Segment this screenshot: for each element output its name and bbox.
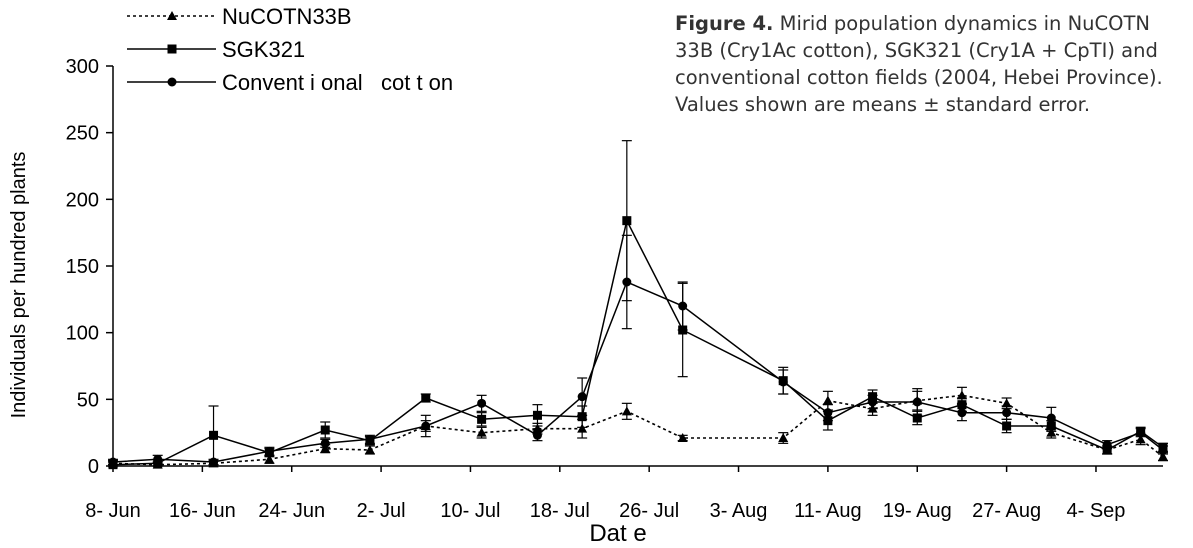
data-point xyxy=(577,392,587,402)
legend: NuCOTN33B SGK321 Convent i onal cot t on xyxy=(127,4,453,95)
data-point xyxy=(365,434,375,444)
series-line xyxy=(112,281,1164,463)
data-point xyxy=(477,414,487,424)
data-point xyxy=(912,413,922,423)
data-point xyxy=(677,433,688,442)
data-point xyxy=(822,395,833,405)
x-tick-label: 27- Aug xyxy=(972,500,1041,522)
data-point xyxy=(153,454,163,464)
legend-label: Convent i onal cot t on xyxy=(222,70,453,95)
x-tick-label: 4- Sep xyxy=(1067,500,1126,522)
data-point xyxy=(320,438,330,448)
legend-label: SGK321 xyxy=(222,37,305,62)
data-point xyxy=(264,454,275,464)
data-point xyxy=(1158,445,1168,455)
data-point xyxy=(1046,413,1056,423)
data-point xyxy=(957,408,967,418)
series-line xyxy=(112,218,1164,466)
y-ticks: 0 50 100 150 200 250 300 xyxy=(66,56,113,478)
x-ticks: 8- Jun 16- Jun 24- Jun 2- Jul 10- Jul 18- Jul… xyxy=(85,466,1125,522)
x-tick-label: 26- Jul xyxy=(619,500,679,522)
data-point xyxy=(1102,440,1112,450)
data-point xyxy=(1002,421,1012,431)
data-point xyxy=(823,408,833,418)
y-tick-label: 300 xyxy=(66,56,99,78)
y-tick-label: 150 xyxy=(66,256,99,278)
data-point xyxy=(1102,445,1112,455)
series-triangle xyxy=(108,386,1168,469)
data-point xyxy=(621,406,632,416)
figure-label: Figure 4. xyxy=(675,12,774,35)
data-point xyxy=(678,301,688,311)
data-point xyxy=(108,457,118,467)
y-tick-label: 0 xyxy=(88,456,99,478)
data-point xyxy=(622,216,632,226)
data-point xyxy=(778,433,789,442)
data-point xyxy=(912,397,922,407)
data-point xyxy=(320,443,331,453)
legend-label: NuCOTN33B xyxy=(222,4,352,29)
x-tick-label: 24- Jun xyxy=(258,500,325,522)
x-tick-label: 18- Jul xyxy=(530,500,590,522)
x-tick-label: 3- Aug xyxy=(710,500,768,522)
data-point xyxy=(1046,427,1057,437)
data-point xyxy=(1002,408,1012,418)
legend-marker xyxy=(167,44,177,54)
data-point xyxy=(622,277,632,287)
data-point xyxy=(209,457,219,467)
x-tick-label: 8- Jun xyxy=(85,500,141,522)
data-point xyxy=(577,412,587,422)
legend-marker xyxy=(167,77,177,87)
data-point xyxy=(209,430,219,440)
x-tick-label: 16- Jun xyxy=(169,500,236,522)
x-tick-label: 10- Jul xyxy=(440,500,500,522)
figure-caption: Figure 4. Mirid population dynamics in N… xyxy=(675,10,1185,118)
series-circle xyxy=(108,234,1168,467)
y-tick-label: 100 xyxy=(66,323,99,345)
y-tick-label: 50 xyxy=(77,389,99,411)
x-tick-label: 19- Aug xyxy=(883,500,952,522)
data-point xyxy=(532,430,542,440)
x-tick-label: 2- Jul xyxy=(357,500,406,522)
data-point xyxy=(421,393,431,403)
y-axis-title: Individuals per hundred plants xyxy=(8,152,30,419)
data-point xyxy=(320,425,330,435)
data-point xyxy=(956,390,967,400)
figure-caption-text: Mirid population dynamics in NuCOTN 33B … xyxy=(675,12,1163,116)
data-point xyxy=(264,446,274,456)
data-point xyxy=(1001,398,1012,408)
legend-marker xyxy=(167,11,177,20)
data-point xyxy=(477,398,487,408)
data-point xyxy=(778,377,788,387)
x-axis-title: Dat e xyxy=(589,520,646,547)
x-tick-label: 11- Aug xyxy=(794,500,861,522)
y-tick-label: 200 xyxy=(66,189,99,211)
data-point xyxy=(364,445,375,454)
data-point xyxy=(1136,428,1146,438)
data-point xyxy=(868,397,878,407)
data-point xyxy=(1135,434,1146,444)
data-point xyxy=(476,427,487,437)
data-point xyxy=(577,423,588,433)
data-point xyxy=(421,421,431,431)
series xyxy=(108,140,1168,470)
data-point xyxy=(1158,451,1168,461)
series-line xyxy=(112,394,1164,466)
y-tick-label: 250 xyxy=(66,123,99,145)
data-point xyxy=(532,410,542,420)
